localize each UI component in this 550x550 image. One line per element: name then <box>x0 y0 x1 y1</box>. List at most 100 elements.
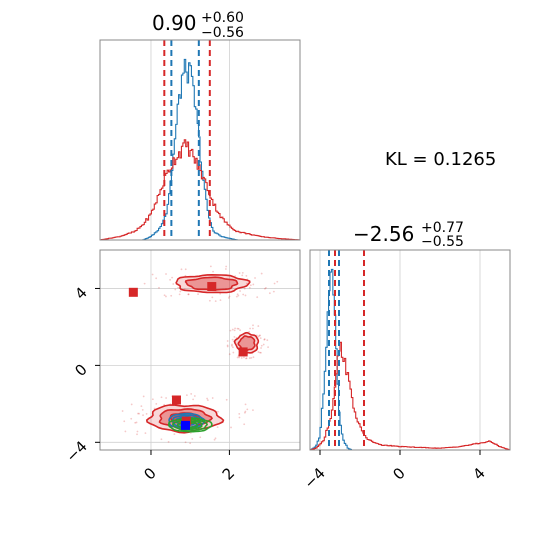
hist-x-title-value: 0.90 <box>152 11 197 35</box>
hist-x-title-plus: +0.60 <box>201 10 244 26</box>
sample-dot <box>155 402 158 405</box>
sample-dot <box>256 296 259 299</box>
sample-dot <box>123 420 126 423</box>
hist-y-title-value: −2.56 <box>353 222 414 246</box>
sample-dot <box>226 345 229 348</box>
sample-dot <box>231 328 234 331</box>
sample-dot <box>260 344 263 347</box>
sample-dot <box>258 334 261 337</box>
sample-dot <box>241 274 244 277</box>
sample-dot <box>243 356 245 359</box>
sample-dot <box>237 294 240 297</box>
hist-x-frame <box>99 39 301 241</box>
sample-dot <box>238 356 241 359</box>
sample-dot <box>226 340 229 342</box>
sample-dot <box>273 282 276 285</box>
sample-dot <box>145 412 148 415</box>
sample-dot <box>241 271 244 274</box>
hist-x-quantile-lines <box>163 40 211 240</box>
sample-dot <box>259 337 262 340</box>
sample-dot <box>245 274 248 277</box>
sample-dot <box>165 295 167 298</box>
sample-dot <box>228 295 231 298</box>
y-tick-label: −4 <box>62 437 90 465</box>
sample-dot <box>174 288 177 291</box>
sample-dot <box>178 293 181 296</box>
sample-dot <box>260 347 262 349</box>
sample-dot <box>151 398 154 401</box>
sample-dot <box>214 300 217 303</box>
sample-dot <box>143 282 146 285</box>
sample-dot <box>244 294 247 297</box>
sample-dot <box>179 290 182 293</box>
sample-dot <box>158 286 160 289</box>
sample-dot <box>244 411 246 414</box>
sample-dot <box>245 282 248 285</box>
sample-dot <box>165 273 167 275</box>
sample-dot <box>233 336 236 338</box>
sample-dot <box>251 327 254 330</box>
blue-marker <box>180 420 190 430</box>
sample-dot <box>238 412 241 415</box>
hist-y-grid <box>319 250 481 450</box>
sample-dot <box>245 357 247 360</box>
sample-dot <box>208 299 211 302</box>
green-contour <box>171 418 208 431</box>
sample-dot <box>238 272 241 274</box>
hist-x-series <box>100 58 300 241</box>
sample-dot <box>214 437 217 440</box>
sample-dot <box>244 410 247 413</box>
x-tick-label: 2 <box>219 464 238 483</box>
sample-dot <box>216 426 219 429</box>
sample-dot <box>211 397 214 399</box>
sample-dot <box>191 437 194 440</box>
sample-dot <box>193 395 196 397</box>
sample-dot <box>236 356 239 359</box>
sample-dot <box>142 414 144 417</box>
sample-dot <box>192 398 195 401</box>
sample-dot <box>173 433 176 436</box>
sample-dot <box>163 294 166 297</box>
sample-dot <box>240 357 243 359</box>
sample-dot <box>239 290 241 292</box>
sample-dot <box>263 338 266 341</box>
sample-dot <box>236 293 239 296</box>
sample-dot <box>252 356 255 359</box>
hist-x-title-minus: −0.56 <box>201 25 244 41</box>
histogram-series <box>310 341 510 451</box>
sample-dot <box>260 351 262 354</box>
sample-dot <box>264 287 266 290</box>
sample-dot <box>206 397 209 400</box>
sample-dot <box>263 338 266 341</box>
sample-dot <box>244 403 247 406</box>
sample-dot <box>276 280 279 283</box>
green-contour <box>167 417 213 433</box>
sample-dot <box>151 273 154 276</box>
sample-dot <box>136 430 139 433</box>
sample-dot <box>217 410 219 413</box>
sample-dot <box>171 276 174 279</box>
hist-y-panel: −2.56 +0.77 −0.55 −4 0 4 <box>300 220 511 492</box>
sample-dot <box>190 393 193 395</box>
sample-dot <box>243 287 246 290</box>
sample-dot <box>130 417 133 420</box>
y-tick-label: 0 <box>71 360 90 379</box>
sample-dot <box>235 295 238 298</box>
sample-dot <box>249 327 251 330</box>
sample-dot <box>144 432 147 435</box>
sample-dot <box>155 277 158 280</box>
red-marker <box>238 347 248 357</box>
sample-dot <box>160 438 163 441</box>
sample-dot <box>245 357 248 360</box>
hist-x-panel: 0.90 +0.60 −0.56 <box>99 10 301 241</box>
sample-dot <box>209 265 212 268</box>
sample-dot <box>228 353 231 356</box>
sample-dot <box>252 283 255 286</box>
hist-x-grid <box>150 40 230 240</box>
sample-dot <box>177 286 180 289</box>
sample-dot <box>267 346 269 349</box>
sample-dot <box>187 293 190 296</box>
sample-dot <box>230 426 232 429</box>
